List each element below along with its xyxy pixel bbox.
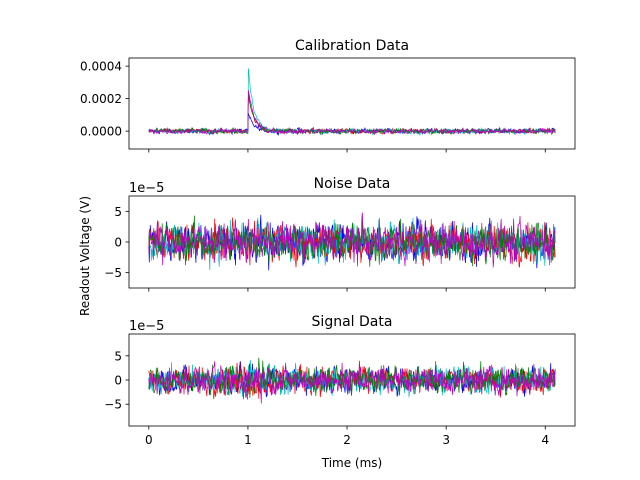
calibration-y-ticks: 0.0000 0.0002 0.0004: [80, 60, 129, 139]
signal-panel: −5 0 5 0 1 2 3 4 Signal Data 1e−5: [104, 314, 576, 447]
signal-x-tick-label: 4: [541, 433, 549, 447]
signal-x-tick-label: 2: [343, 433, 351, 447]
signal-title: Signal Data: [312, 314, 393, 330]
signal-offset-text: 1e−5: [129, 319, 164, 334]
signal-traces: [148, 357, 556, 404]
calibration-series-5-line: [148, 90, 556, 136]
noise-series-4-line: [148, 215, 556, 267]
signal-x-tick-label: 3: [442, 433, 450, 447]
signal-y-tick-label: 5: [114, 349, 122, 363]
signal-x-tick-label: 0: [145, 433, 153, 447]
noise-axes-frame: [128, 195, 576, 289]
signal-x-tick-label: 1: [244, 433, 252, 447]
noise-series-5-line: [148, 212, 556, 268]
noise-offset-text: 1e−5: [129, 181, 164, 196]
noise-x-ticks: [148, 288, 546, 292]
y-axis-label: Readout Voltage (V): [78, 196, 92, 316]
signal-y-ticks: −5 0 5: [104, 349, 129, 412]
calibration-title: Calibration Data: [295, 38, 409, 54]
signal-axes-frame: [128, 333, 576, 427]
noise-panel: −5 0 5 Noise Data 1e−5: [104, 176, 576, 292]
calibration-panel: 0.0000 0.0002 0.0004 Calibration Data: [80, 38, 576, 153]
calibration-x-ticks: [148, 149, 546, 153]
calibration-y-tick-label: 0.0004: [80, 60, 122, 74]
noise-title: Noise Data: [314, 176, 391, 192]
calibration-y-tick-label: 0.0002: [80, 92, 122, 106]
noise-y-ticks: −5 0 5: [104, 205, 129, 280]
signal-y-tick-label: −5: [104, 398, 122, 412]
signal-x-ticks: 0 1 2 3 4: [145, 426, 549, 447]
calibration-y-tick-label: 0.0000: [80, 125, 122, 139]
noise-y-tick-label: 5: [114, 205, 122, 219]
calibration-traces: [148, 68, 556, 137]
noise-y-tick-label: 0: [114, 236, 122, 250]
signal-y-tick-label: 0: [114, 374, 122, 388]
calibration-axes-frame: [128, 57, 576, 150]
noise-traces: [148, 212, 556, 271]
signal-series-5-line: [148, 361, 556, 404]
noise-y-tick-label: −5: [104, 266, 122, 280]
x-axis-label: Time (ms): [321, 456, 383, 470]
